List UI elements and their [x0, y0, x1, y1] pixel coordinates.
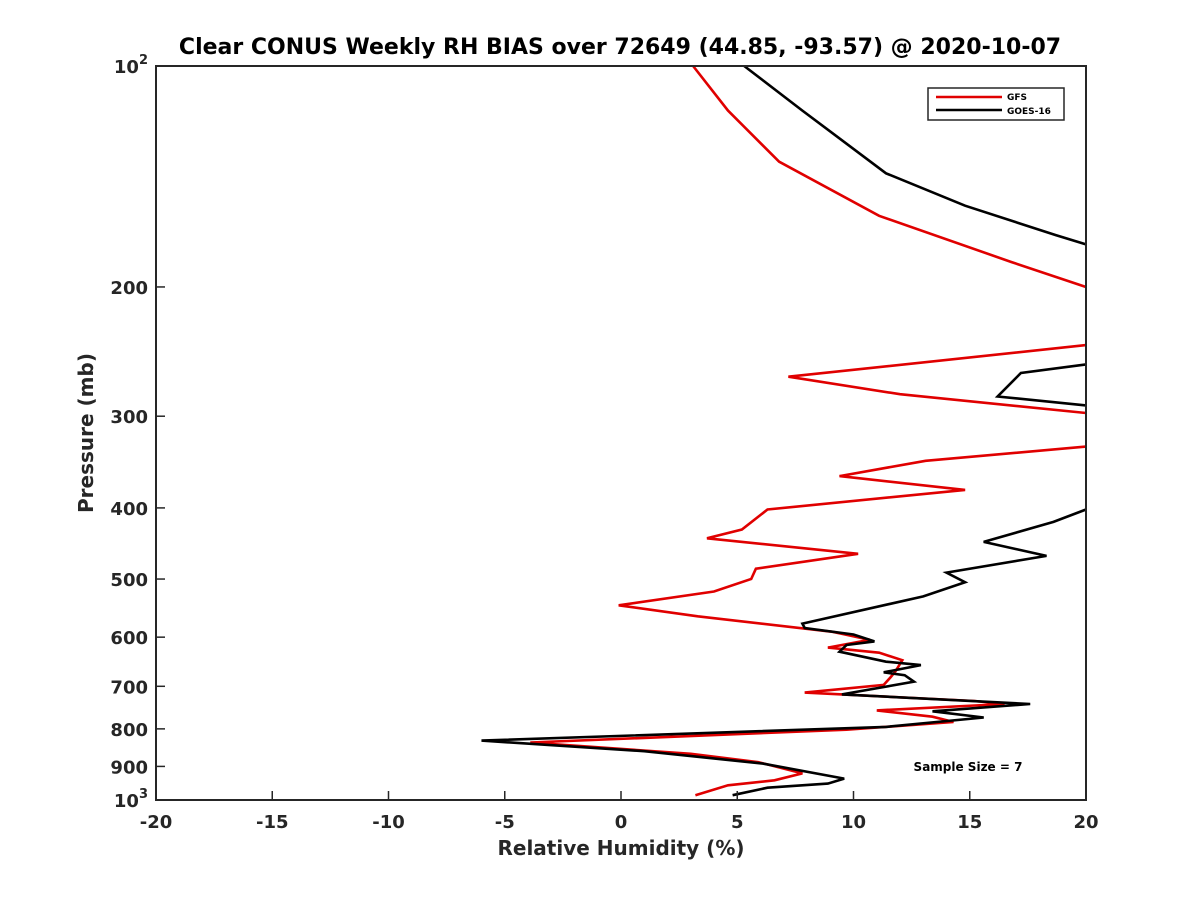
y-axis-label: Pressure (mb) [74, 353, 98, 513]
y-tick-label: 800 [110, 720, 148, 741]
x-tick-label: -10 [372, 812, 405, 833]
x-tick-label: 0 [615, 812, 628, 833]
x-axis-ticks: -20 -15 -10 -5 0 5 10 15 20 [140, 791, 1099, 833]
series-line-goes16 [481, 64, 1087, 797]
x-axis-label: Relative Humidity (%) [497, 836, 744, 860]
legend: GFS GOES-16 [927, 87, 1065, 121]
x-tick-label: -15 [256, 812, 289, 833]
legend-label-goes16: GOES-16 [1007, 107, 1051, 117]
y-tick-label: 200 [110, 278, 148, 299]
x-tick-label: 5 [731, 812, 744, 833]
legend-label-gfs: GFS [1007, 93, 1027, 103]
plot-area: -20 -15 -10 -5 0 5 10 15 20 10220030040050060070… [110, 53, 1098, 833]
x-tick-label: -20 [140, 812, 173, 833]
x-tick-label: 20 [1073, 812, 1098, 833]
x-tick-label: 15 [957, 812, 982, 833]
y-tick-exponent: 3 [139, 787, 148, 802]
y-tick-label: 102 [114, 53, 148, 78]
x-tick-label: 10 [841, 812, 866, 833]
y-tick-label: 103 [114, 787, 148, 812]
y-tick-base: 10 [114, 57, 139, 78]
y-tick-base: 10 [114, 791, 139, 812]
legend-box [927, 87, 1065, 121]
x-tick-label: -5 [495, 812, 515, 833]
y-tick-label: 500 [110, 570, 148, 591]
sample-size-annotation: Sample Size = 7 [914, 760, 1023, 774]
y-tick-label: 600 [110, 628, 148, 649]
y-tick-label: 900 [110, 757, 148, 778]
y-tick-label: 700 [110, 677, 148, 698]
chart-title: Clear CONUS Weekly RH BIAS over 72649 (4… [179, 35, 1061, 60]
series-layer [481, 64, 1087, 797]
y-tick-label: 400 [110, 499, 148, 520]
y-tick-label: 300 [110, 407, 148, 428]
y-tick-exponent: 2 [139, 53, 148, 68]
